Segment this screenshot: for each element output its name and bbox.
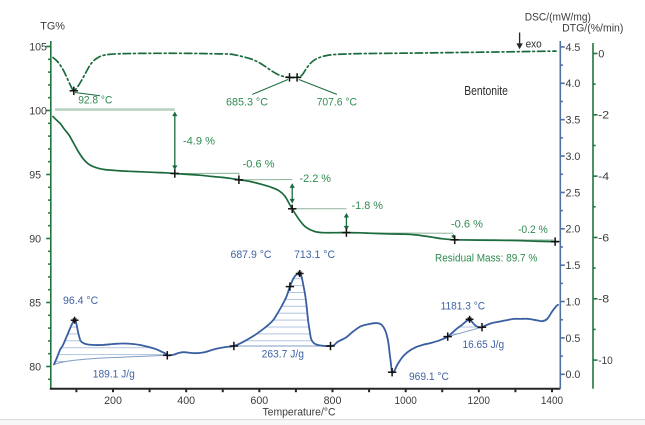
svg-text:0.0: 0.0 [566,369,581,381]
svg-text:400: 400 [177,395,195,407]
svg-text:105: 105 [29,41,47,53]
svg-text:1400: 1400 [541,395,563,407]
svg-text:-8: -8 [598,294,609,306]
svg-text:-10: -10 [598,355,613,367]
svg-text:685.3 °C: 685.3 °C [226,97,268,109]
svg-text:800: 800 [324,395,342,407]
svg-text:80: 80 [29,361,41,373]
svg-text:92.8 °C: 92.8 °C [78,94,112,106]
svg-text:-2: -2 [598,110,609,122]
svg-text:200: 200 [104,395,122,407]
svg-text:189.1 J/g: 189.1 J/g [93,368,135,380]
svg-text:-0.6 %: -0.6 % [243,159,275,171]
svg-text:0: 0 [598,48,604,60]
svg-text:0.5: 0.5 [566,333,581,345]
svg-text:969.1 °C: 969.1 °C [409,371,449,383]
svg-text:1.5: 1.5 [566,260,581,272]
svg-text:-4: -4 [598,171,609,183]
svg-text:1200: 1200 [468,395,490,407]
svg-text:4.0: 4.0 [566,78,581,90]
svg-text:1181.3 °C: 1181.3 °C [441,300,486,312]
svg-text:-2.2 %: -2.2 % [300,173,332,185]
svg-text:1000: 1000 [395,395,417,407]
svg-text:Temperature/°C: Temperature/°C [262,406,335,418]
svg-text:16.65 J/g: 16.65 J/g [463,339,505,351]
svg-text:3.0: 3.0 [566,151,581,163]
svg-text:600: 600 [250,395,268,407]
svg-text:DSC/(mW/mg): DSC/(mW/mg) [525,11,591,23]
svg-text:96.4 °C: 96.4 °C [63,295,98,307]
svg-text:263.7 J/g: 263.7 J/g [262,349,304,361]
svg-text:Residual Mass: 89.7 %: Residual Mass: 89.7 % [435,253,537,265]
svg-text:100: 100 [29,105,47,117]
svg-text:90: 90 [29,233,41,245]
svg-text:-6: -6 [598,232,609,244]
svg-text:-0.2 %: -0.2 % [518,224,548,236]
svg-text:-1.8 %: -1.8 % [352,200,384,212]
svg-text:Bentonite: Bentonite [464,84,508,98]
svg-text:4.5: 4.5 [566,42,581,54]
svg-text:-4.9 %: -4.9 % [183,135,215,147]
svg-text:DTG/(%/min): DTG/(%/min) [562,22,623,34]
svg-text:3.5: 3.5 [566,115,581,127]
svg-text:-0.6 %: -0.6 % [451,219,483,231]
svg-text:2.0: 2.0 [566,224,581,236]
svg-text:TG%: TG% [40,20,65,32]
svg-text:2.5: 2.5 [566,187,581,199]
svg-text:687.9 °C: 687.9 °C [231,249,272,261]
svg-text:1.0: 1.0 [566,296,581,308]
svg-text:713.1 °C: 713.1 °C [294,249,335,261]
svg-text:exo: exo [526,39,542,51]
svg-text:707.6 °C: 707.6 °C [317,97,357,109]
svg-text:85: 85 [29,297,41,309]
svg-text:95: 95 [29,169,41,181]
